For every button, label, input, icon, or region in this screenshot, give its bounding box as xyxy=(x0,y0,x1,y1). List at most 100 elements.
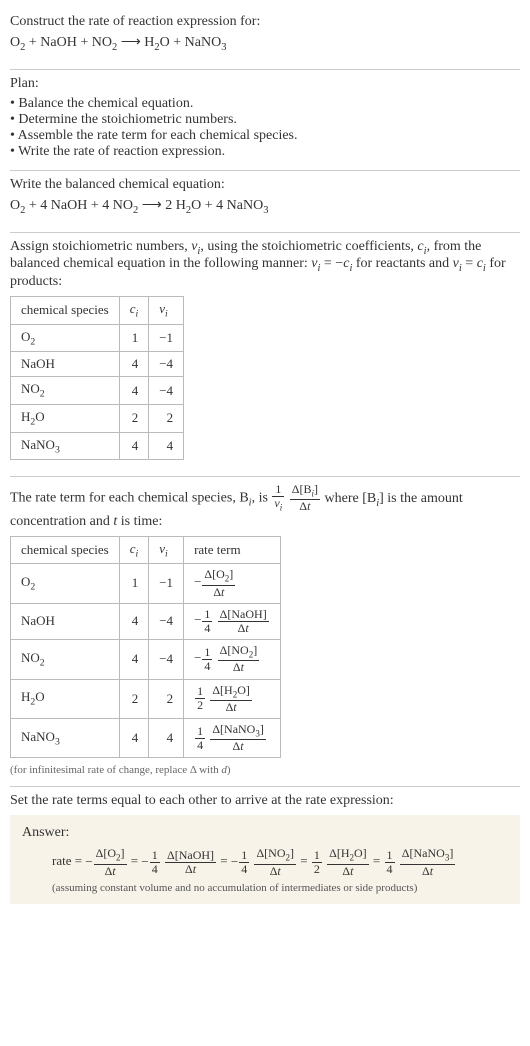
frac-num: 1 xyxy=(202,608,212,622)
rate-term: −14 Δ[NaOH]Δt xyxy=(141,854,217,869)
vi-cell: −1 xyxy=(149,564,184,603)
frac-num: Δ[NO2] xyxy=(218,644,260,661)
ci-cell: 1 xyxy=(119,564,149,603)
frac-den: 4 xyxy=(202,660,212,673)
species-cell: O2 xyxy=(11,324,120,352)
table-row: NaNO34414 Δ[NaNO3]Δt xyxy=(11,719,281,758)
rateterm-cell: 14 Δ[NaNO3]Δt xyxy=(184,719,281,758)
table-header: ci xyxy=(119,536,149,564)
delta-frac: Δ[NO2]Δt xyxy=(254,847,296,877)
frac-den: 4 xyxy=(385,863,395,876)
equals-sign: = xyxy=(217,854,231,869)
species-cell: H2O xyxy=(11,404,120,432)
coef-frac: 14 xyxy=(385,849,395,876)
header-section: Construct the rate of reaction expressio… xyxy=(10,8,520,69)
table-row: O21−1 xyxy=(11,324,184,352)
frac-num: 1 xyxy=(312,849,322,863)
sign: − xyxy=(85,854,92,869)
vi-cell: −4 xyxy=(149,377,184,405)
stoich-table: chemical speciesciνiO21−1NaOH4−4NO24−4H2… xyxy=(10,296,184,460)
frac-num: 1 xyxy=(272,483,284,497)
rate-term: −14 Δ[NaOH]Δt xyxy=(194,612,270,627)
table-header: νi xyxy=(149,297,184,325)
ci-cell: 4 xyxy=(119,352,149,377)
frac-den: Δt xyxy=(218,661,260,674)
answer-title: Answer: xyxy=(22,825,508,841)
frac-num: 1 xyxy=(195,685,205,699)
vi-cell: 4 xyxy=(149,719,184,758)
frac-den: 4 xyxy=(150,863,160,876)
vi-cell: 2 xyxy=(149,679,184,718)
vi-cell: 2 xyxy=(149,404,184,432)
species-cell: NaOH xyxy=(11,603,120,639)
rate-term: 12 Δ[H2O]Δt xyxy=(311,854,370,869)
delta-frac: Δ[NaOH]Δt xyxy=(165,849,216,876)
rateterm-section: The rate term for each chemical species,… xyxy=(10,477,520,786)
ci-cell: 4 xyxy=(119,719,149,758)
vi-cell: −1 xyxy=(149,324,184,352)
stoich-section: Assign stoichiometric numbers, νi, using… xyxy=(10,233,520,477)
table-header: chemical species xyxy=(11,297,120,325)
frac-num: 1 xyxy=(195,725,205,739)
coef-frac: 14 xyxy=(195,725,205,752)
frac-den: 2 xyxy=(195,699,205,712)
vi-cell: 4 xyxy=(149,432,184,460)
plan-title: Plan: xyxy=(10,76,520,92)
rate-term: −14 Δ[NO2]Δt xyxy=(231,854,297,869)
species-cell: NO2 xyxy=(11,377,120,405)
rate-term: −Δ[O2]Δt xyxy=(194,574,236,589)
vi-cell: −4 xyxy=(149,640,184,679)
answer-lead: rate = xyxy=(52,854,85,869)
vi-cell: −4 xyxy=(149,603,184,639)
rateterm-intro: The rate term for each chemical species,… xyxy=(10,483,520,529)
rate-term: −14 Δ[NO2]Δt xyxy=(194,650,260,665)
frac-num: 1 xyxy=(202,646,212,660)
ci-cell: 1 xyxy=(119,324,149,352)
delta-frac: Δ[NaNO3]Δt xyxy=(400,847,456,877)
ci-cell: 4 xyxy=(119,603,149,639)
rateterm-frac2: Δ[Bi] Δt xyxy=(290,483,320,513)
frac-den: Δt xyxy=(400,865,456,878)
delta-frac: Δ[NaOH]Δt xyxy=(218,608,269,635)
sign: − xyxy=(194,612,201,627)
sign: − xyxy=(194,574,201,589)
frac-den: Δt xyxy=(290,500,320,513)
ci-cell: 4 xyxy=(119,640,149,679)
plan-item: • Assemble the rate term for each chemic… xyxy=(10,128,520,144)
unbalanced-equation: O2 + NaOH + NO2 ⟶ H2O + NaNO3 xyxy=(10,34,520,53)
frac-num: Δ[Bi] xyxy=(290,483,320,500)
coef-frac: 14 xyxy=(239,849,249,876)
frac-num: Δ[NaOH] xyxy=(165,849,216,863)
table-header: rate term xyxy=(184,536,281,564)
delta-frac: Δ[H2O]Δt xyxy=(210,684,252,714)
frac-den: Δt xyxy=(327,865,369,878)
table-row: O21−1−Δ[O2]Δt xyxy=(11,564,281,603)
species-cell: NO2 xyxy=(11,640,120,679)
rateterm-frac1: 1 νi xyxy=(272,483,284,513)
frac-den: Δt xyxy=(218,622,269,635)
table-header: ci xyxy=(119,297,149,325)
frac-num: 1 xyxy=(239,849,249,863)
frac-num: 1 xyxy=(150,849,160,863)
final-intro: Set the rate terms equal to each other t… xyxy=(10,793,520,809)
sign: − xyxy=(231,854,238,869)
stoich-intro: Assign stoichiometric numbers, νi, using… xyxy=(10,239,520,291)
frac-den: νi xyxy=(272,497,284,513)
sign: − xyxy=(194,650,201,665)
coef-frac: 12 xyxy=(195,685,205,712)
frac-den: Δt xyxy=(202,586,235,599)
frac-den: Δt xyxy=(94,865,127,878)
species-cell: NaNO3 xyxy=(11,432,120,460)
ci-cell: 4 xyxy=(119,377,149,405)
frac-num: Δ[O2] xyxy=(202,568,235,585)
frac-den: Δt xyxy=(210,701,252,714)
final-section: Set the rate terms equal to each other t… xyxy=(10,787,520,913)
construct-label: Construct the rate of reaction expressio… xyxy=(10,14,520,30)
answer-note: (assuming constant volume and no accumul… xyxy=(52,882,508,894)
species-cell: O2 xyxy=(11,564,120,603)
vi-cell: −4 xyxy=(149,352,184,377)
coef-frac: 14 xyxy=(202,608,212,635)
rate-term: 14 Δ[NaNO3]Δt xyxy=(194,729,267,744)
delta-frac: Δ[NaNO3]Δt xyxy=(210,723,266,753)
equals-sign: = xyxy=(370,854,384,869)
